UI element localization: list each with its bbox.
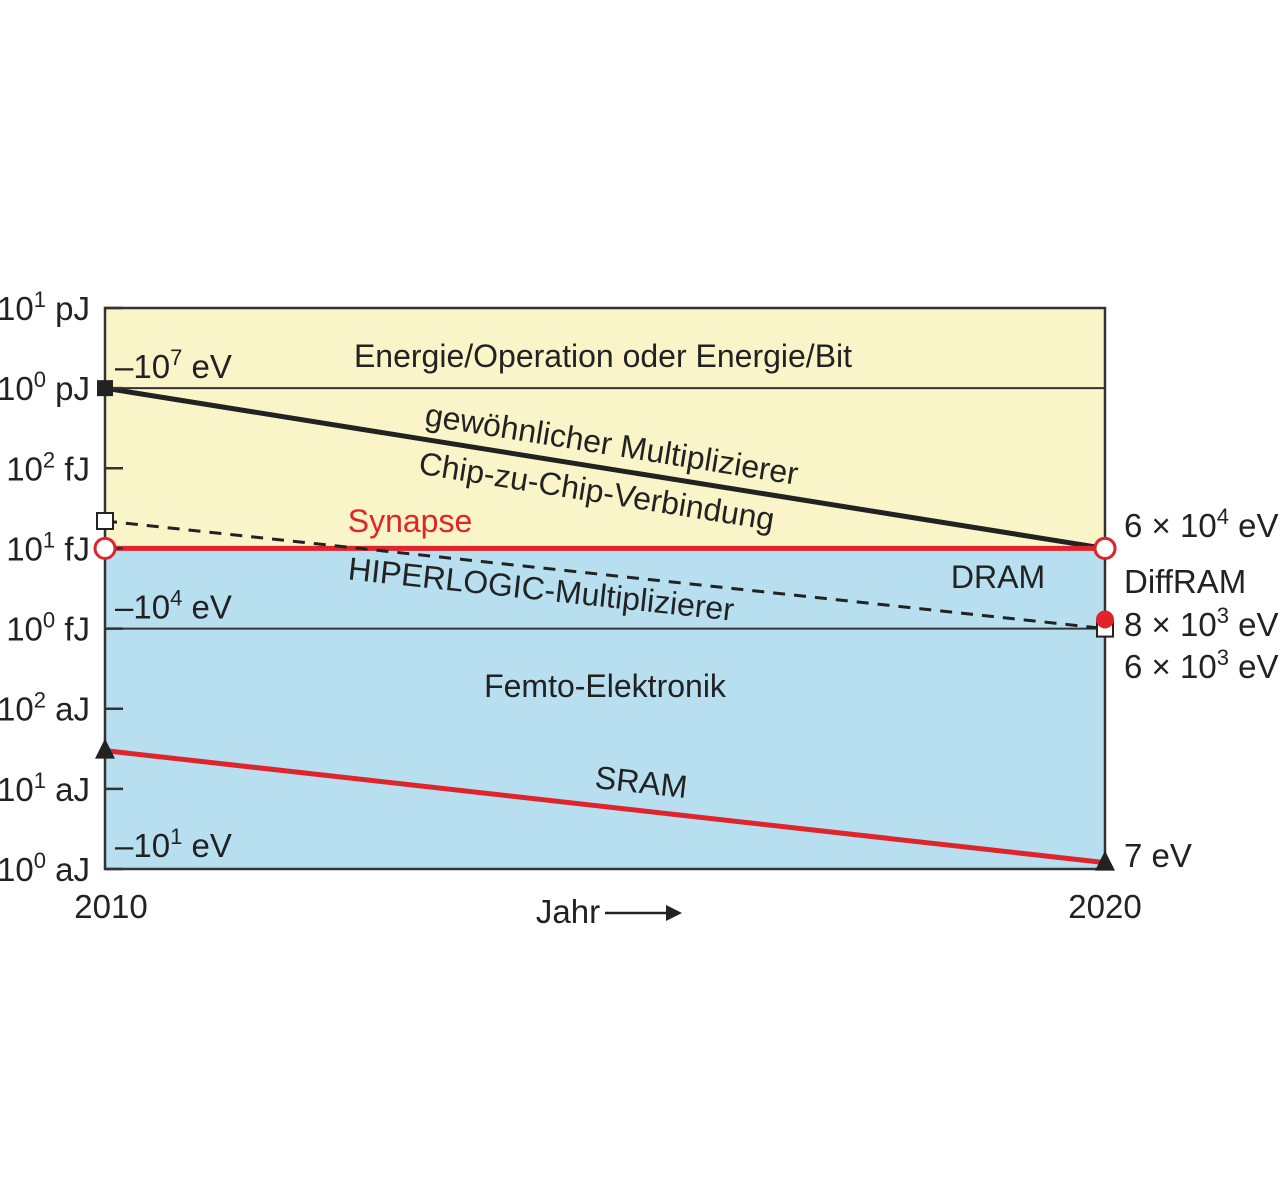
end-label-multiplizierer: 6 × 104 eV [1124, 504, 1278, 544]
y-tick-label-3: 101 fJ [6, 527, 90, 567]
ev-marker-label-2: –101 eV [115, 824, 232, 864]
region-label-0: Energie/Operation oder Energie/Bit [354, 338, 852, 374]
diffram-point [1096, 610, 1114, 629]
region-band-2 [105, 548, 1105, 629]
chart-labels: 101 pJ 100 pJ 102 fJ 101 fJ 100 fJ 102 aJ 101 … [0, 287, 1278, 930]
series-line-0 [104, 385, 1106, 551]
plot-border [103, 306, 1107, 871]
ev-marker-label-1: –104 eV [115, 586, 232, 626]
series-start-marker-2 [96, 511, 114, 530]
series-label-synapse: Synapse [348, 503, 473, 539]
y-tick-label-1: 100 pJ [0, 367, 90, 407]
series-start-marker-0 [97, 380, 113, 397]
series-start-marker-1 [93, 536, 117, 560]
x-tick-label-1: 2020 [1068, 888, 1141, 925]
region-dividers [105, 387, 1105, 630]
x-axis-label: Jahr [536, 893, 600, 930]
region-band-0 [105, 308, 1105, 389]
series-start-marker-3 [95, 738, 115, 759]
end-label-sram: 7 eV [1124, 837, 1192, 874]
y-tick-label-7: 100 aJ [0, 848, 90, 888]
point-label-diffram: DiffRAM [1124, 563, 1246, 600]
series-end-marker-1 [1093, 536, 1117, 560]
y-tick-label-0: 101 pJ [0, 287, 90, 327]
y-tick-label-6: 101 aJ [0, 768, 90, 808]
x-axis-arrow-head [666, 905, 682, 921]
x-tick-label-0: 2010 [74, 888, 147, 925]
y-tick-label-5: 102 aJ [0, 688, 90, 728]
series-markers [93, 380, 1117, 871]
y-tick-label-2: 102 fJ [6, 447, 90, 487]
series-line-3 [104, 748, 1106, 866]
series-lines [104, 385, 1106, 866]
end-label-diffram: 8 × 103 eV [1124, 603, 1278, 643]
ev-marker-label-0: –107 eV [115, 345, 232, 385]
end-label-hiperlogic: 6 × 103 eV [1124, 645, 1278, 685]
point-label-dram: DRAM [951, 559, 1045, 595]
series-end-marker-3 [1095, 850, 1115, 871]
region-label-3: Femto-Elektronik [484, 668, 727, 704]
y-tick-label-4: 100 fJ [6, 608, 90, 648]
region-band-3 [105, 628, 1105, 869]
plot-frame [103, 306, 1107, 871]
